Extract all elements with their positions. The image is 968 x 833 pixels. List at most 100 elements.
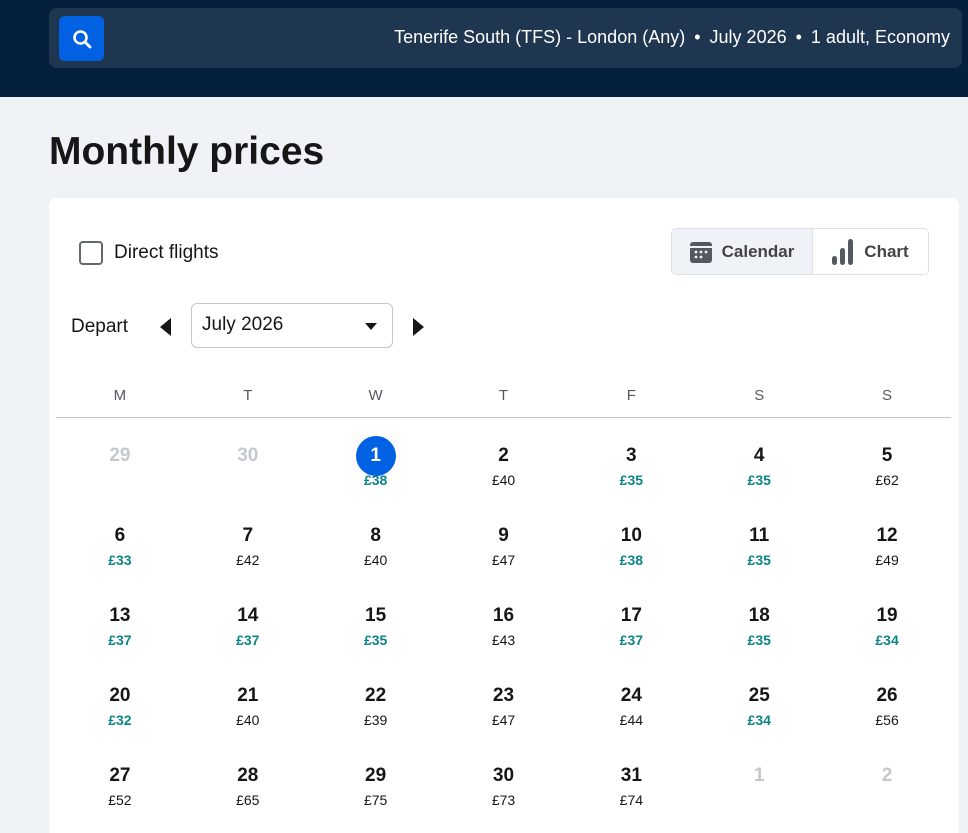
weekday-label: W (368, 387, 383, 404)
day-price: £42 (236, 552, 260, 568)
day-number: 12 (876, 525, 898, 546)
calendar-day[interactable]: 12 £49 (823, 498, 951, 578)
calendar-day[interactable]: 22 £39 (312, 658, 440, 738)
day-number: 16 (492, 605, 515, 626)
calendar-day[interactable]: 17 £37 (567, 578, 695, 658)
day-number: 6 (114, 525, 126, 546)
direct-flights-checkbox[interactable]: Direct flights (79, 241, 219, 265)
calendar-day[interactable]: 3 £35 (567, 418, 695, 498)
chevron-down-icon (365, 323, 377, 330)
day-price: £37 (236, 632, 260, 648)
day-number: 30 (492, 765, 515, 786)
day-number: 8 (370, 525, 381, 546)
day-price: £47 (491, 552, 516, 568)
weekday-label: F (626, 387, 636, 404)
header: Tenerife South (TFS) - London (Any) • July… (0, 0, 968, 97)
day-number: 21 (237, 685, 259, 706)
day-number: 19 (876, 605, 898, 626)
checkbox-box[interactable] (79, 241, 103, 265)
calendar-day[interactable]: 18 £35 (695, 578, 823, 658)
search-button[interactable] (59, 16, 104, 61)
search-summary-bar[interactable]: Tenerife South (TFS) - London (Any) • July… (49, 8, 962, 68)
weekday-label: M (113, 387, 127, 404)
calendar-day[interactable]: 11 £35 (695, 498, 823, 578)
day-price: £35 (747, 472, 771, 488)
monthly-prices-card: Direct flights Calendar Chart Depart Jul… (49, 198, 959, 833)
day-price: £34 (747, 712, 771, 728)
calendar-grid: 29 30 1 £38 2 £40 3 £35 4 £35 5 £62 6 £33 7 £42 8 £40 9 £47… (56, 418, 951, 818)
calendar-day[interactable]: 15 £35 (312, 578, 440, 658)
day-price: £47 (491, 712, 516, 728)
day-number: 10 (620, 525, 642, 546)
day-price: £35 (747, 552, 771, 568)
calendar-day: 29 (56, 418, 184, 498)
day-number: 9 (498, 525, 509, 546)
previous-month-button[interactable] (160, 318, 171, 336)
day-number: 25 (748, 685, 770, 706)
day-number: 4 (753, 445, 765, 466)
weekday-label: T (498, 387, 509, 404)
calendar-day[interactable]: 28 £65 (184, 738, 312, 818)
calendar-day[interactable]: 5 £62 (823, 418, 951, 498)
day-price: £35 (619, 472, 644, 488)
day-price: £38 (363, 472, 388, 488)
calendar-day[interactable]: 26 £56 (823, 658, 951, 738)
tab-chart-label: Chart (864, 241, 909, 261)
day-number: 5 (881, 445, 893, 466)
day-number: 22 (365, 685, 387, 706)
calendar-day[interactable]: 31 £74 (567, 738, 695, 818)
next-month-button[interactable] (413, 318, 424, 336)
calendar-day[interactable]: 30 £73 (440, 738, 568, 818)
calendar-day[interactable]: 25 £34 (695, 658, 823, 738)
calendar-day[interactable]: 20 £32 (56, 658, 184, 738)
day-price: £37 (619, 632, 644, 648)
day-number: 1 (355, 436, 396, 476)
day-price: £43 (491, 632, 516, 648)
calendar-day: 30 (184, 418, 312, 498)
calendar-day[interactable]: 1 £38 (312, 418, 440, 498)
tab-chart[interactable]: Chart (813, 229, 928, 274)
calendar-day[interactable]: 6 £33 (56, 498, 184, 578)
day-price: £65 (236, 792, 260, 808)
day-number: 3 (626, 445, 637, 466)
calendar-day[interactable]: 2 £40 (440, 418, 568, 498)
month: July 2026 (709, 27, 787, 47)
calendar-day[interactable]: 9 £47 (440, 498, 568, 578)
calendar-day[interactable]: 23 £47 (440, 658, 568, 738)
day-price: £38 (619, 552, 644, 568)
weekday-label: T (243, 387, 253, 404)
calendar-day[interactable]: 21 £40 (184, 658, 312, 738)
calendar-day[interactable]: 14 £37 (184, 578, 312, 658)
calendar-day[interactable]: 7 £42 (184, 498, 312, 578)
calendar-day[interactable]: 29 £75 (312, 738, 440, 818)
day-price: £33 (108, 552, 132, 568)
day-price: £37 (108, 632, 132, 648)
calendar-day[interactable]: 13 £37 (56, 578, 184, 658)
day-number: 30 (237, 445, 259, 466)
calendar-day[interactable]: 27 £52 (56, 738, 184, 818)
month-select[interactable]: July 2026 (191, 303, 393, 348)
tab-calendar[interactable]: Calendar (672, 229, 813, 274)
day-price: £44 (619, 712, 644, 728)
day-number: 31 (620, 765, 642, 786)
day-price: £32 (108, 712, 132, 728)
weekday-label: S (754, 387, 765, 404)
calendar-day[interactable]: 8 £40 (312, 498, 440, 578)
calendar-day[interactable]: 19 £34 (823, 578, 951, 658)
calendar-day[interactable]: 4 £35 (695, 418, 823, 498)
day-price: £40 (491, 472, 516, 488)
calendar-day[interactable]: 24 £44 (567, 658, 695, 738)
calendar-day[interactable]: 10 £38 (567, 498, 695, 578)
calendar-day: 2 (823, 738, 951, 818)
day-number: 14 (237, 605, 259, 626)
day-number: 24 (620, 685, 642, 706)
depart-label: Depart (71, 316, 129, 337)
calendar-day[interactable]: 16 £43 (440, 578, 568, 658)
day-number: 29 (109, 445, 131, 466)
calendar-day: 1 (695, 738, 823, 818)
weekday-label: S (882, 387, 893, 404)
day-number: 2 (498, 445, 509, 466)
search-icon (72, 29, 91, 48)
